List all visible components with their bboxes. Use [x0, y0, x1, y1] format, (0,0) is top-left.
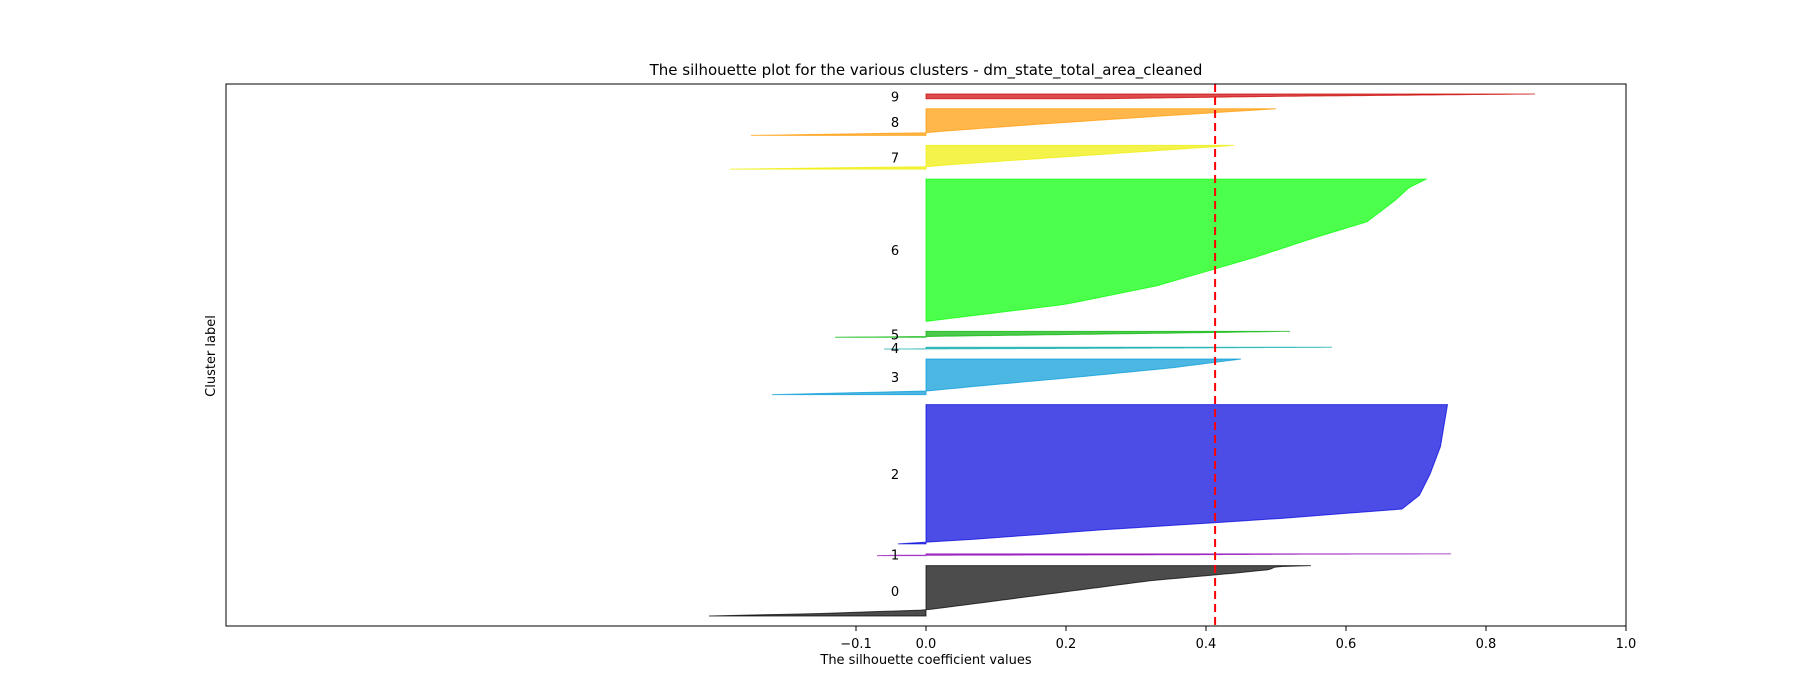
cluster-label-2: 2: [891, 468, 899, 483]
cluster-5-silhouette: [834, 330, 1291, 338]
cluster-label-4: 4: [891, 342, 899, 357]
cluster-label-5: 5: [891, 328, 899, 343]
cluster-label-9: 9: [891, 90, 899, 105]
x-tick-label: 0.8: [1476, 637, 1497, 652]
chart-title: The silhouette plot for the various clus…: [649, 61, 1203, 80]
cluster-0-silhouette: [708, 565, 1312, 617]
cluster-label-3: 3: [891, 371, 899, 386]
cluster-label-1: 1: [891, 549, 899, 564]
cluster-9-silhouette: [925, 93, 1536, 100]
y-axis-label: Cluster label: [204, 315, 219, 397]
x-tick-label: 0.4: [1196, 637, 1217, 652]
x-tick-label: 0.0: [916, 637, 937, 652]
x-axis-label: The silhouette coefficient values: [819, 653, 1031, 668]
cluster-6-silhouette: [925, 178, 1427, 322]
x-tick-label: −0.1: [840, 637, 872, 652]
cluster-2-silhouette: [897, 404, 1449, 545]
cluster-7-silhouette: [729, 144, 1235, 170]
cluster-8-silhouette: [750, 108, 1277, 136]
cluster-label-0: 0: [891, 585, 899, 600]
cluster-labels-layer: 0 1 2 3 45 6 7 8 9: [891, 90, 899, 599]
cluster-1-silhouette: [876, 553, 1452, 557]
x-tick-label: 0.6: [1336, 637, 1357, 652]
cluster-4-silhouette: [883, 346, 1333, 350]
clusters-layer: [708, 93, 1536, 617]
x-ticks-layer: −0.1 0.0 0.2 0.4 0.6 0.8 1.0: [840, 626, 1636, 652]
cluster-label-7: 7: [891, 151, 899, 166]
x-tick-label: 1.0: [1616, 637, 1637, 652]
cluster-label-8: 8: [891, 116, 899, 131]
x-tick-label: 0.2: [1056, 637, 1077, 652]
cluster-label-6: 6: [891, 244, 899, 259]
cluster-3-silhouette: [771, 358, 1242, 396]
